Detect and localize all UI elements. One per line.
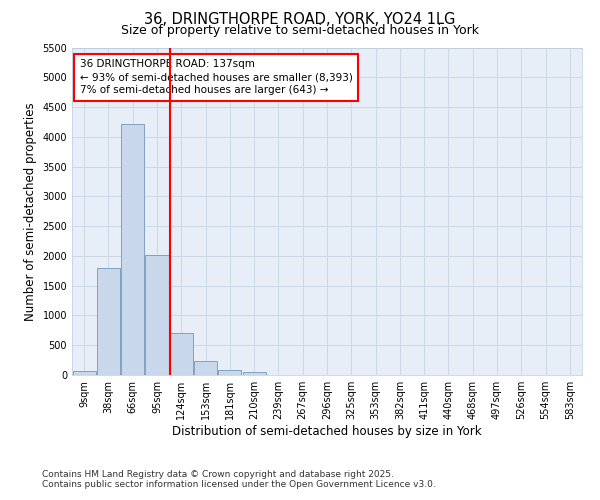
Text: 36, DRINGTHORPE ROAD, YORK, YO24 1LG: 36, DRINGTHORPE ROAD, YORK, YO24 1LG — [145, 12, 455, 28]
Bar — [194, 360, 217, 375]
Bar — [218, 370, 241, 375]
X-axis label: Distribution of semi-detached houses by size in York: Distribution of semi-detached houses by … — [172, 425, 482, 438]
Y-axis label: Number of semi-detached properties: Number of semi-detached properties — [24, 102, 37, 320]
Bar — [97, 268, 120, 375]
Bar — [73, 372, 95, 375]
Text: Contains HM Land Registry data © Crown copyright and database right 2025.
Contai: Contains HM Land Registry data © Crown c… — [42, 470, 436, 489]
Bar — [145, 254, 169, 375]
Text: Size of property relative to semi-detached houses in York: Size of property relative to semi-detach… — [121, 24, 479, 37]
Text: 36 DRINGTHORPE ROAD: 137sqm
← 93% of semi-detached houses are smaller (8,393)
7%: 36 DRINGTHORPE ROAD: 137sqm ← 93% of sem… — [80, 59, 353, 96]
Bar — [170, 334, 193, 375]
Bar — [242, 372, 266, 375]
Bar — [121, 124, 144, 375]
